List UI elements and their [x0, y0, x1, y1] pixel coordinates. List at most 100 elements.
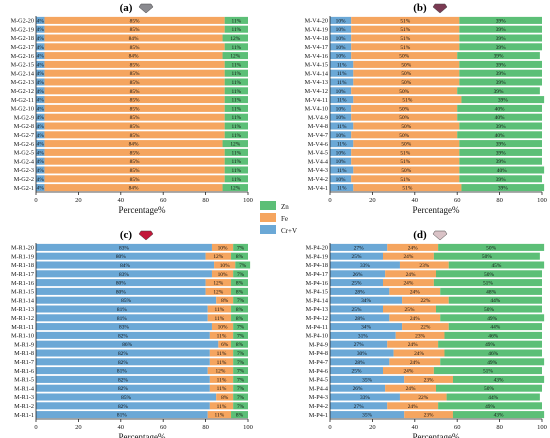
data-label: 85%	[121, 298, 131, 304]
data-label: 8%	[236, 289, 244, 295]
bar-segment-crv-12	[330, 349, 394, 357]
bar-segment-crv-14	[330, 367, 383, 375]
data-label: 10%	[336, 27, 346, 33]
data-label: 28%	[355, 289, 365, 295]
bar-segment-zn-3	[436, 270, 542, 278]
category-label: M-R1-1	[14, 412, 34, 419]
bar-segment-fe-0	[351, 16, 460, 24]
category-label: M-P4-4	[309, 385, 328, 392]
bar-segment-zn-7	[436, 305, 542, 313]
bar-segment-zn-0	[438, 243, 545, 251]
category-label: M-R1-6	[14, 368, 34, 375]
x-axis-title: Percentage%	[413, 205, 460, 215]
data-label: 48%	[486, 289, 496, 295]
data-label: 43%	[494, 377, 504, 383]
category-label: M-G2-2	[14, 176, 34, 183]
bar-segment-crv-13	[36, 131, 45, 139]
bar-segment-crv-19	[330, 411, 405, 419]
bar-segment-crv-8	[330, 314, 390, 322]
data-label: 51%	[483, 369, 493, 375]
data-label: 43%	[494, 413, 504, 419]
data-label: 85%	[121, 395, 131, 401]
bar-segment-fe-6	[44, 69, 225, 77]
bar-segment-crv-18	[330, 402, 388, 410]
data-label: 25%	[352, 281, 362, 287]
legend-swatch-crv	[260, 225, 276, 234]
bar-segment-fe-19	[44, 184, 223, 192]
category-label: M-P4-14	[306, 297, 328, 304]
panels-container: 4% 85% 11%M-G2-204% 85% 11%M-G2-194% 84% 12%M-…	[11, 2, 547, 438]
bar-segment-crv-1	[330, 252, 383, 260]
data-label: 24%	[406, 272, 416, 278]
data-label: 10%	[218, 325, 228, 331]
bar-segment-fe-10	[44, 104, 225, 112]
category-label: M-P4-2	[309, 403, 328, 410]
bar-segment-crv-8	[330, 87, 352, 95]
data-label: 51%	[400, 18, 410, 24]
bar-segment-fe-12	[209, 349, 234, 357]
category-label: M-P4-1	[309, 412, 328, 419]
data-label: 49%	[487, 360, 497, 366]
data-label: 11%	[337, 98, 347, 104]
data-label: 4%	[37, 27, 45, 33]
bar-segment-zn-15	[233, 375, 248, 383]
data-label: 81%	[117, 413, 127, 419]
data-label: 24%	[410, 289, 420, 295]
bar-segment-crv-7	[36, 305, 208, 313]
bar-segment-zn-15	[224, 148, 248, 156]
bar-segment-crv-11	[36, 113, 45, 121]
category-label: M-V4-13	[305, 79, 328, 86]
bar-segment-zn-16	[436, 384, 542, 392]
bar-segment-zn-2	[459, 34, 542, 42]
data-label: 84%	[129, 36, 139, 42]
bar-segment-crv-10	[330, 331, 396, 339]
bar-segment-crv-4	[330, 52, 352, 60]
bar-segment-zn-13	[440, 358, 545, 366]
category-label: M-G2-8	[14, 123, 34, 130]
category-label: M-P4-7	[309, 359, 328, 366]
x-tick-label: 0	[34, 197, 37, 204]
bar-segment-fe-8	[389, 314, 441, 322]
category-label: M-G2-1	[14, 185, 34, 192]
bar-segment-crv-14	[36, 140, 45, 148]
category-label: M-R1-18	[11, 262, 34, 269]
data-label: 50%	[399, 106, 409, 112]
data-label: 24%	[410, 360, 420, 366]
bar-segment-zn-9	[224, 96, 248, 104]
data-label: 39%	[496, 27, 506, 33]
data-label: 82%	[118, 404, 128, 410]
bar-segment-zn-12	[444, 349, 542, 357]
x-tick-label: 0	[34, 424, 37, 431]
data-label: 23%	[419, 263, 429, 269]
bar-segment-zn-1	[231, 252, 248, 260]
data-label: 85%	[130, 124, 140, 130]
x-tick-label: 100	[537, 197, 547, 204]
data-label: 50%	[484, 307, 494, 313]
bar-segment-fe-17	[44, 166, 225, 174]
category-label: M-P4-15	[306, 289, 328, 296]
x-tick-label: 20	[75, 424, 82, 431]
data-label: 50%	[401, 80, 411, 86]
bar-segment-crv-5	[330, 60, 354, 68]
bar-segment-fe-10	[395, 331, 445, 339]
data-label: 51%	[400, 45, 410, 51]
data-label: 11%	[231, 98, 241, 104]
data-label: 4%	[37, 54, 45, 60]
data-label: 12%	[213, 281, 223, 287]
data-label: 81%	[117, 307, 127, 313]
category-label: M-G2-13	[11, 79, 34, 86]
data-label: 84%	[129, 142, 139, 148]
data-label: 51%	[400, 159, 410, 165]
data-label: 7%	[237, 386, 245, 392]
category-label: M-P4-10	[306, 333, 328, 340]
data-label: 11%	[337, 168, 347, 174]
data-label: 49%	[487, 316, 497, 322]
bar-segment-fe-1	[205, 252, 232, 260]
gray-gem-icon	[138, 3, 154, 14]
data-label: 22%	[420, 298, 430, 304]
legend-label-zn: Zn	[281, 203, 289, 211]
data-label: 39%	[498, 186, 508, 192]
bar-segment-crv-13	[36, 358, 210, 366]
data-label: 39%	[496, 71, 506, 77]
bar-segment-fe-2	[399, 261, 449, 269]
